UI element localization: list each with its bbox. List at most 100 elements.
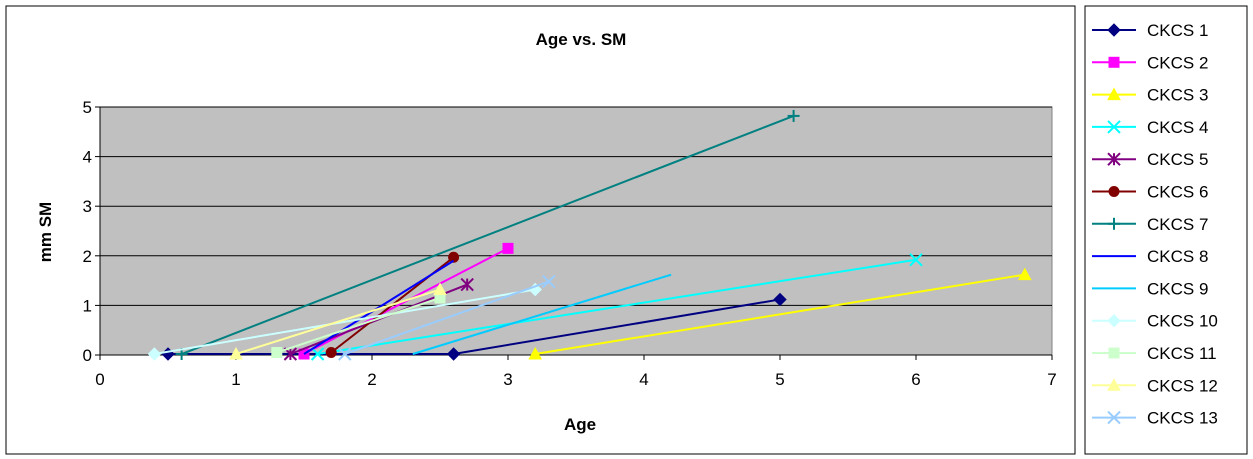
legend-label: CKCS 3 [1147,86,1208,105]
axis-ticks: 0 1 2 3 4 5 0 1 2 3 4 5 6 7 [83,98,1057,389]
y-axis-title: mm SM [36,202,55,262]
marker-diamond [1107,313,1121,328]
plot-area [99,106,1053,356]
y-tick-label: 5 [83,98,92,117]
marker-diamond [1107,23,1121,37]
legend-label: CKCS 9 [1147,279,1208,298]
marker-diamond [147,347,162,361]
legend-label: CKCS 12 [1147,376,1218,395]
series-line [303,259,455,355]
x-tick-label: 1 [231,370,240,389]
x-tick-label: 2 [367,370,376,389]
marker-circle [448,251,460,263]
legend-item: CKCS 5 [1092,150,1208,169]
x-tick-label: 4 [639,370,648,389]
marker-plus [1108,217,1120,230]
plot-background [99,106,1053,356]
marker-x [909,253,923,267]
legend-label: CKCS 5 [1147,150,1208,169]
x-tick-label: 6 [911,370,920,389]
marker-x-stroke [1107,410,1121,425]
marker-triangle [229,346,243,360]
legend-label: CKCS 8 [1147,247,1208,266]
series-line [235,288,441,355]
legend-label: CKCS 7 [1147,215,1208,234]
legend-item: CKCS 2 [1092,53,1208,72]
marker-x-stroke [542,274,556,289]
legend-item: CKCS 6 [1092,183,1208,202]
legend-item: CKCS 11 [1092,344,1217,363]
x-tick-label: 0 [95,370,104,389]
legend-item: CKCS 12 [1092,376,1218,395]
series-line [276,297,441,354]
x-axis-title: Age [564,415,596,434]
legend-label: CKCS 11 [1147,344,1217,363]
marker-x [1107,410,1121,425]
series-12 [229,282,447,360]
marker-square [1108,347,1120,359]
marker-x [542,274,556,289]
series-line [154,288,536,355]
legend-label: CKCS 1 [1147,21,1208,40]
marker-x-stroke [310,347,325,361]
series-layer [147,109,1032,361]
legend-label: CKCS 4 [1147,118,1208,137]
marker-circle [1108,186,1120,197]
legend-item: CKCS 7 [1092,215,1208,234]
series-line [181,114,794,355]
y-tick-label: 3 [83,197,92,216]
marker-diamond [773,292,787,307]
legend-label: CKCS 10 [1147,312,1218,331]
series-9 [412,273,672,355]
legend-item: CKCS 4 [1092,118,1208,137]
y-tick-label: 2 [83,247,92,266]
legend-item: CKCS 8 [1092,247,1208,266]
y-tick-label: 4 [83,148,92,167]
marker-triangle [433,282,447,296]
marker-triangle [528,346,543,360]
x-tick-label: 7 [1047,370,1056,389]
marker-asterisk [460,277,474,292]
marker-x-stroke [909,253,923,267]
marker-x-stroke [1107,120,1121,134]
legend-item: CKCS 13 [1092,409,1218,428]
marker-plus [787,109,800,122]
marker-diamond [446,347,461,361]
legend-item: CKCS 10 [1092,312,1218,331]
chart-title: Age vs. SM [536,30,627,49]
marker-circle [325,347,337,359]
legend-box [1084,5,1248,455]
legend: CKCS 1 CKCS 2 CKCS 3 CKCS 4 CKCS 5 CKCS 6 CKCS… [1092,21,1218,428]
series-line [317,258,917,355]
marker-asterisk [1107,152,1121,166]
marker-triangle [1017,267,1032,281]
marker-square [1108,56,1120,68]
marker-x-stroke [338,347,352,361]
legend-label: CKCS 13 [1147,409,1218,428]
series-8 [303,259,455,355]
y-tick-label: 1 [83,296,92,315]
marker-x [310,347,325,361]
marker-triangle [1107,378,1121,391]
series-line [344,280,550,355]
marker-triangle [1107,87,1121,101]
marker-x [338,347,352,361]
x-tick-label: 5 [775,370,784,389]
series-line [412,273,672,355]
series-13 [338,274,556,361]
marker-square [271,347,283,359]
y-tick-label: 0 [83,346,92,365]
marker-square [502,242,514,254]
x-tick-label: 3 [503,370,512,389]
legend-label: CKCS 6 [1147,183,1208,202]
series-3 [528,267,1032,360]
legend-item: CKCS 3 [1092,86,1208,105]
series-line [535,273,1025,355]
marker-x [1107,120,1121,134]
legend-item: CKCS 9 [1092,279,1208,298]
legend-label: CKCS 2 [1147,53,1208,72]
series-4 [310,253,923,361]
legend-item: CKCS 1 [1092,21,1208,40]
